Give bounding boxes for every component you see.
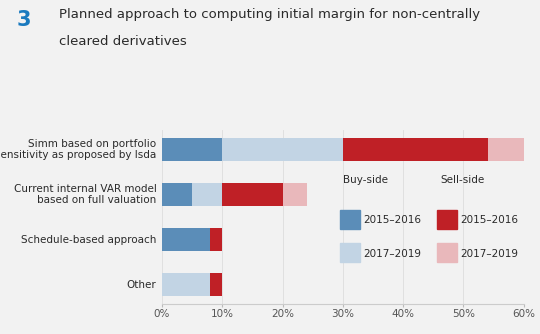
Bar	[192, 183, 222, 206]
Text: 2017–2019: 2017–2019	[461, 249, 518, 259]
Bar	[222, 183, 282, 206]
Bar	[162, 228, 210, 251]
Text: 2015–2016: 2015–2016	[461, 215, 518, 225]
Bar	[282, 183, 307, 206]
Text: cleared derivatives: cleared derivatives	[59, 35, 187, 48]
Text: Buy-side: Buy-side	[343, 175, 388, 185]
Bar	[210, 228, 222, 251]
Text: 2017–2019: 2017–2019	[363, 249, 421, 259]
Bar	[210, 274, 222, 296]
Bar	[343, 138, 488, 161]
Bar	[162, 138, 222, 161]
Bar	[488, 138, 540, 161]
Text: 2015–2016: 2015–2016	[363, 215, 421, 225]
Bar	[162, 183, 192, 206]
Text: 3: 3	[16, 10, 31, 30]
Text: Sell-side: Sell-side	[440, 175, 484, 185]
Bar	[162, 274, 210, 296]
Bar	[222, 138, 343, 161]
Text: Planned approach to computing initial margin for non-centrally: Planned approach to computing initial ma…	[59, 8, 481, 21]
